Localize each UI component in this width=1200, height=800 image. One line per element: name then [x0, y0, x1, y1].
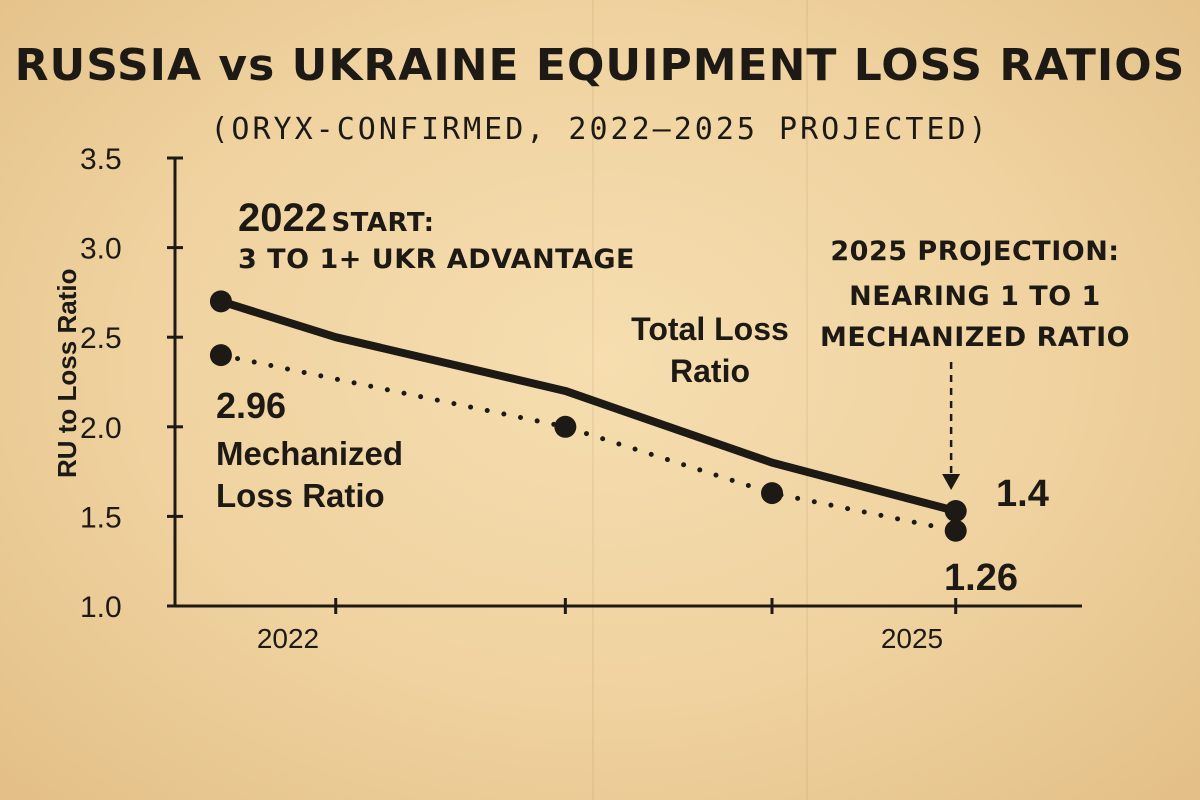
total-data-point [944, 500, 967, 523]
x-tick-label: 2025 [881, 623, 943, 654]
axes [173, 158, 1082, 608]
total-end-value: 1.4 [996, 473, 1049, 515]
projection-line3: MECHANIZED RATIO [820, 322, 1131, 353]
mechanized-data-point [209, 344, 232, 367]
projection-arrow [942, 362, 961, 490]
start-text: START: [331, 208, 435, 238]
projection-arrow-head [942, 474, 961, 490]
y-ticks: 1.0 1.5 2.0 2.5 3.0 3.5 [80, 143, 183, 624]
y-tick-label: 1.0 [80, 591, 122, 624]
mechanized-series-line [218, 352, 959, 534]
y-tick-label: 2.5 [80, 322, 122, 355]
chart-subtitle: (ORYX-CONFIRMED, 2022–2025 PROJECTED) [210, 112, 990, 147]
start-year: 2022 [238, 196, 327, 240]
start-advantage-text: 3 TO 1+ UKR ADVANTAGE [238, 244, 635, 275]
y-tick-label: 3.0 [80, 233, 122, 266]
series-group [209, 290, 967, 542]
mechanized-data-point [944, 519, 967, 542]
chart-title: RUSSIA vs UKRAINE EQUIPMENT LOSS RATIOS [14, 40, 1186, 91]
y-tick-label: 1.5 [80, 501, 122, 534]
mech-series-label-line2: Loss Ratio [216, 477, 385, 514]
total-data-point [209, 290, 232, 313]
x-tick-label: 2022 [257, 623, 319, 654]
projection-line1: 2025 PROJECTION: [830, 236, 1120, 267]
y-tick-label: 3.5 [80, 143, 122, 176]
total-series-label-line2: Ratio [670, 353, 750, 389]
projection-line2: NEARING 1 TO 1 [849, 281, 1101, 312]
paper-fold-line [806, 0, 808, 800]
y-tick-label: 2.0 [80, 412, 122, 445]
mechanized-data-point [761, 482, 784, 505]
x-ticks: 2022 2025 [257, 598, 958, 654]
mech-end-value: 1.26 [944, 557, 1018, 599]
total-series-label-line1: Total Loss [631, 311, 789, 347]
mech-series-label-line1: Mechanized [216, 435, 404, 472]
mechanized-data-point [554, 415, 577, 438]
start-annotation: 2022 START: [238, 194, 435, 242]
mech-start-value: 2.96 [216, 385, 287, 426]
total-series-line [216, 297, 960, 516]
